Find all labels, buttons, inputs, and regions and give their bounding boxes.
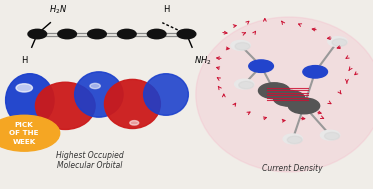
Circle shape bbox=[177, 29, 196, 39]
Ellipse shape bbox=[144, 74, 188, 115]
Circle shape bbox=[88, 29, 106, 39]
Circle shape bbox=[130, 121, 139, 125]
Text: Highest Occupied
Molecular Orbital: Highest Occupied Molecular Orbital bbox=[56, 151, 123, 170]
Circle shape bbox=[273, 90, 305, 106]
Text: $H_2N$: $H_2N$ bbox=[48, 3, 67, 16]
Circle shape bbox=[239, 81, 254, 89]
Ellipse shape bbox=[35, 82, 95, 129]
Text: H: H bbox=[163, 5, 169, 14]
Circle shape bbox=[0, 115, 60, 151]
Circle shape bbox=[58, 29, 76, 39]
Circle shape bbox=[231, 40, 250, 50]
Circle shape bbox=[320, 130, 340, 140]
Circle shape bbox=[147, 29, 166, 39]
Circle shape bbox=[303, 66, 327, 78]
Text: Current Density: Current Density bbox=[263, 164, 323, 173]
Circle shape bbox=[249, 60, 273, 72]
Circle shape bbox=[90, 83, 100, 89]
Circle shape bbox=[235, 79, 254, 89]
Text: $NH_2$: $NH_2$ bbox=[194, 54, 212, 67]
Ellipse shape bbox=[196, 17, 373, 172]
Circle shape bbox=[28, 29, 47, 39]
Ellipse shape bbox=[75, 72, 123, 117]
Circle shape bbox=[332, 39, 347, 46]
Circle shape bbox=[258, 83, 290, 99]
Circle shape bbox=[283, 134, 303, 144]
Circle shape bbox=[235, 43, 250, 50]
Text: PICK
OF THE
WEEK: PICK OF THE WEEK bbox=[9, 122, 39, 145]
Circle shape bbox=[325, 132, 339, 140]
Text: H: H bbox=[21, 56, 28, 65]
Circle shape bbox=[117, 29, 136, 39]
Circle shape bbox=[288, 98, 320, 114]
Circle shape bbox=[287, 136, 302, 144]
Ellipse shape bbox=[104, 79, 160, 129]
Ellipse shape bbox=[6, 74, 54, 127]
Circle shape bbox=[16, 84, 32, 92]
Circle shape bbox=[328, 37, 347, 46]
